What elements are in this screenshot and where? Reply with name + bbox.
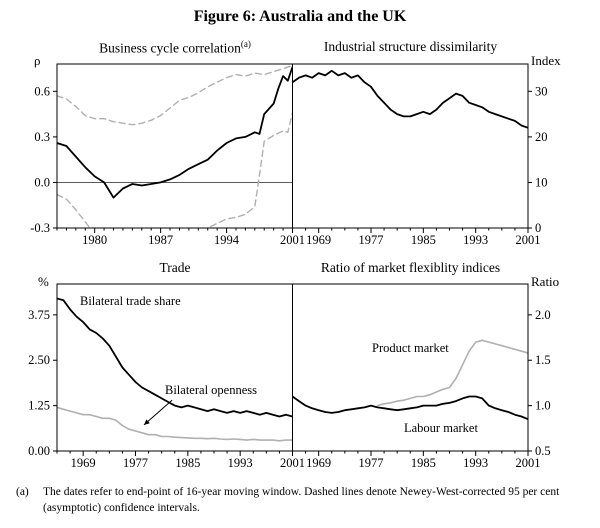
- y-axis-unit-percent: %: [38, 274, 49, 289]
- y-axis-tick-label: 0: [535, 221, 541, 235]
- figure-title: Figure 6: Australia and the UK: [193, 8, 407, 25]
- panel-title-text: Business cycle correlation: [99, 40, 241, 56]
- x-axis-tick-label: 1977: [123, 456, 148, 470]
- y-axis-tick-label: 1.5: [535, 353, 551, 367]
- footnote: (a) The dates refer to end-point of 16-y…: [0, 474, 600, 516]
- x-axis-tick-label: 1969: [71, 456, 96, 470]
- series-label-bilateral-trade-share: Bilateral trade share: [80, 294, 181, 308]
- x-axis-tick-label: 2001: [280, 456, 305, 470]
- y-axis-unit-ratio: Ratio: [531, 274, 560, 289]
- series-label-labour-market: Labour market: [404, 421, 478, 435]
- annotation-arrow: [143, 399, 173, 426]
- x-axis-tick-label: 1977: [359, 456, 384, 470]
- series-labour-market: [292, 395, 528, 421]
- panel-bottom-left: [57, 297, 293, 442]
- y-axis-tick-label: -0.3: [30, 221, 50, 235]
- series-bilateral-openness: [57, 406, 293, 442]
- footnote-marker: (a): [16, 486, 29, 498]
- y-axis-tick-label: 1.0: [535, 399, 551, 413]
- x-axis-tick-label: 1980: [82, 233, 107, 247]
- y-axis-tick-label: 0.0: [34, 175, 50, 189]
- series-lower-95pc-confidence-band: [57, 111, 293, 228]
- panel-title-industrial-structure-dissimilarity: Industrial structure dissimilarity: [323, 39, 498, 54]
- y-axis-tick-label: 10: [535, 175, 548, 189]
- annotation-arrowhead: [144, 419, 150, 425]
- y-axis-unit-rho: ρ: [34, 53, 41, 68]
- x-axis-tick-label: 1993: [463, 233, 488, 247]
- y-axis-tick-label: 3.75: [28, 308, 50, 322]
- y-axis-tick-label: 0.00: [28, 444, 50, 458]
- panel-title-business-cycle-correlation: Business cycle correlation(a): [57, 39, 293, 57]
- x-axis-tick-label: 1987: [148, 233, 173, 247]
- series-product-market: [376, 339, 528, 407]
- panel-top-left: [57, 64, 293, 228]
- y-axis-tick-label: 20: [535, 130, 548, 144]
- y-axis-tick-label: 2.0: [535, 308, 551, 322]
- series-business-cycle-correlation: [57, 66, 293, 199]
- panel-top-right: [292, 69, 528, 129]
- x-axis-tick-label: 2001: [516, 233, 541, 247]
- series-bilateral-trade-share: [57, 297, 293, 418]
- series-label-product-market: Product market: [372, 341, 449, 355]
- x-axis-tick-label: 1985: [411, 456, 436, 470]
- x-axis-tick-label: 2001: [280, 233, 305, 247]
- panel-title-trade: Trade: [159, 260, 191, 275]
- x-axis-tick-label: 2001: [516, 456, 541, 470]
- panel-title-market-flexibility: Ratio of market flexiblity indices: [320, 260, 501, 275]
- x-axis-tick-label: 1993: [228, 456, 253, 470]
- footnote-text: The dates refer to end-point of 16-year …: [43, 486, 560, 515]
- y-axis-unit-index: Index: [531, 53, 561, 68]
- y-axis-tick-label: 0.3: [34, 130, 50, 144]
- x-axis-tick-label: 1985: [175, 456, 200, 470]
- y-axis-tick-label: 0.5: [535, 444, 551, 458]
- x-axis-tick-label: 1977: [359, 233, 384, 247]
- y-axis-tick-label: 2.50: [28, 353, 50, 367]
- y-axis-tick-label: 1.25: [28, 399, 50, 413]
- y-axis-tick-label: 30: [535, 84, 548, 98]
- series-label-bilateral-openness: Bilateral openness: [165, 383, 257, 397]
- chart-area: 0.6 0.3 0.0 -0.3 1980 1987 1994 2001 30 20 10 0 1969…: [0, 34, 600, 474]
- y-axis-tick-label: 0.6: [34, 84, 50, 98]
- footnote-reference: (a): [240, 39, 251, 49]
- x-axis-tick-label: 1969: [306, 456, 331, 470]
- charts-canvas: 0.6 0.3 0.0 -0.3 1980 1987 1994 2001 30 20 10 0 1969…: [28, 63, 551, 470]
- panel-bottom-right: [292, 339, 528, 421]
- x-axis-tick-label: 1993: [463, 456, 488, 470]
- x-axis-tick-label: 1985: [411, 233, 436, 247]
- x-axis-tick-label: 1969: [306, 233, 331, 247]
- series-industrial-structure-dissimilarity: [292, 69, 528, 129]
- x-axis-tick-label: 1994: [214, 233, 240, 247]
- series-upper-95pc-confidence-band: [57, 64, 293, 126]
